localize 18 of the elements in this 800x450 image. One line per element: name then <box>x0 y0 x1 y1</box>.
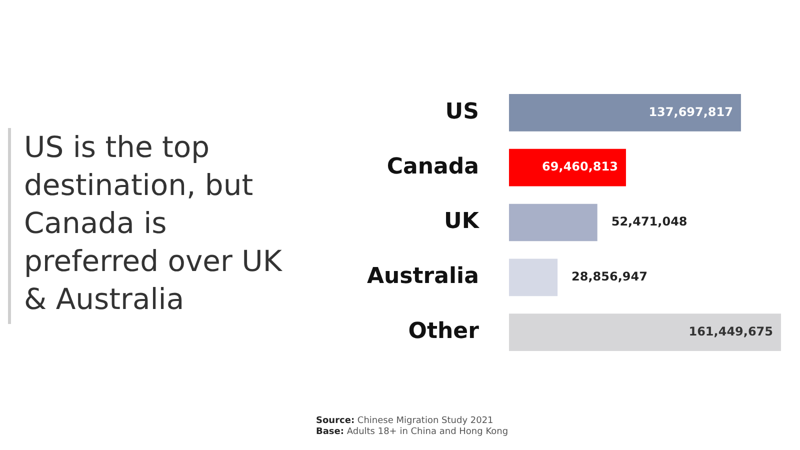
data-label: 52,471,048 <box>611 214 688 229</box>
text: US is the top destination, but Canada is preferred over UK & Australia <box>24 129 284 318</box>
bar <box>508 258 558 296</box>
y-tick-label: US <box>445 99 479 124</box>
y-tick-label: Other <box>408 319 480 344</box>
y-tick-label: Canada <box>386 154 479 180</box>
bar <box>508 204 598 242</box>
y-tick-label: Australia <box>366 264 479 290</box>
data-label: 161,449,675 <box>688 324 773 338</box>
y-tick-label: UK <box>444 209 480 234</box>
bar <box>508 148 626 186</box>
data-label: 69,460,813 <box>542 160 618 174</box>
bar <box>508 94 741 132</box>
data-label: 28,856,947 <box>572 270 648 284</box>
bar <box>508 314 781 352</box>
data-label: 137,697,817 <box>648 104 733 119</box>
source-note: Source: Chinese Migration Study 2021 <box>316 416 494 427</box>
text: Base: Adults 18+ in China and Hong Kong <box>316 427 508 438</box>
